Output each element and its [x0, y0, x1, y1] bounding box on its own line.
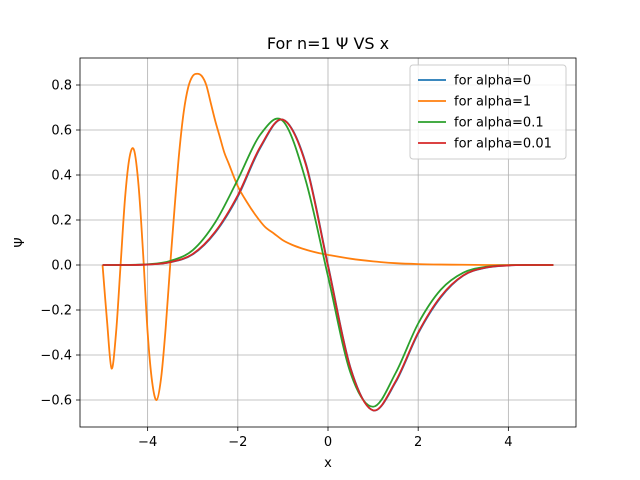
- y-tick-label: 0.4: [51, 169, 72, 184]
- legend-entry: for alpha=1: [454, 95, 531, 110]
- x-tick-label: −4: [138, 435, 157, 450]
- series-line-for-alpha-0-1: [102, 117, 554, 408]
- legend-entry: for alpha=0: [454, 74, 531, 89]
- x-tick-label: 2: [414, 435, 422, 450]
- y-tick-label: −0.6: [40, 394, 72, 409]
- x-axis-label: x: [324, 456, 332, 471]
- y-axis-label: Ψ: [13, 237, 28, 247]
- legend-entry: for alpha=0.1: [454, 116, 544, 131]
- y-tick-label: 0.8: [51, 79, 72, 94]
- legend: for alpha=0 for alpha=1 for alpha=0.1 for a…: [409, 64, 567, 160]
- x-tick-label: 4: [504, 435, 512, 450]
- series-lines: [101, 72, 554, 412]
- series-line-for-alpha-1: [101, 72, 554, 401]
- y-tick-label: 0.6: [51, 124, 72, 139]
- y-tick-label: −0.2: [40, 304, 72, 319]
- series-line-for-alpha-0-01: [102, 118, 554, 412]
- y-tick-label: 0.2: [51, 214, 72, 229]
- legend-box: [409, 64, 567, 160]
- grid: [80, 58, 576, 427]
- legend-entry: for alpha=0.01: [454, 137, 552, 152]
- y-tick-label: −0.4: [40, 349, 72, 364]
- x-tick-label: 0: [324, 435, 332, 450]
- chart-title: For n=1 Ψ VS x: [267, 34, 389, 53]
- y-tick-label: 0.0: [51, 259, 72, 274]
- axis-ticks: −4 −2 0 2 4 −0.6 −0.4 −0.2 0.0 0.2 0.4 0.6 0.8: [40, 79, 512, 451]
- x-tick-label: −2: [228, 435, 247, 450]
